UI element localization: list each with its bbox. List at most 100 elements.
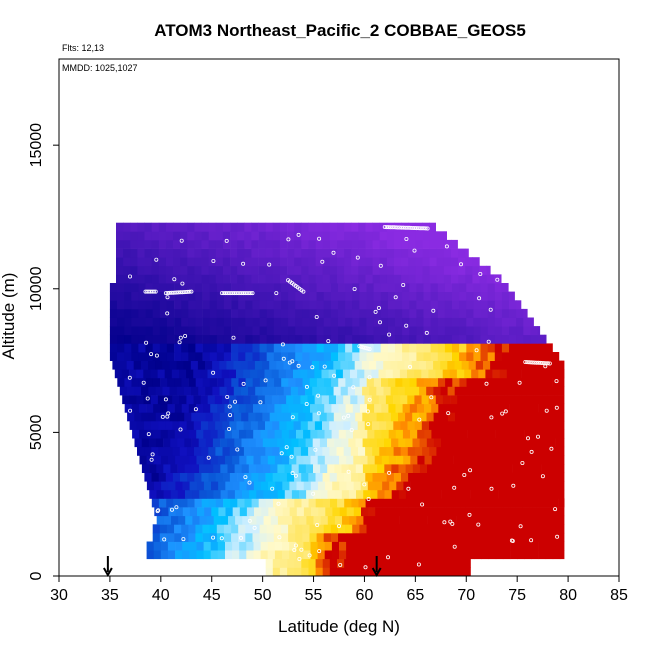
heatmap-cell [480, 283, 488, 292]
heatmap-cell [497, 412, 506, 422]
observation-point [530, 360, 535, 365]
heatmap-cell [380, 291, 389, 301]
heatmap-cell [352, 524, 360, 534]
heatmap-cell [117, 291, 125, 301]
heatmap-cell [308, 446, 316, 456]
heatmap-cell [342, 369, 351, 379]
heatmap-cell [218, 507, 226, 517]
heatmap-cell [294, 558, 302, 568]
heatmap-cell [166, 352, 175, 361]
heatmap-cell [345, 308, 353, 318]
heatmap-cell [388, 429, 397, 439]
heatmap-cell [315, 498, 324, 508]
heatmap-cell [294, 274, 302, 284]
heatmap-cell [436, 420, 444, 430]
heatmap-cell [265, 567, 274, 577]
heatmap-cell [151, 472, 159, 482]
heatmap-cell [252, 317, 260, 327]
heatmap-cell [186, 369, 194, 379]
heatmap-cell [234, 464, 243, 473]
heatmap-cell [384, 489, 392, 499]
heatmap-cell [117, 334, 125, 344]
x-tick-label: 75 [508, 587, 526, 604]
heatmap-cell [199, 464, 207, 473]
heatmap-cell [279, 265, 288, 275]
heatmap-cell [260, 541, 269, 551]
heatmap-cell [466, 334, 474, 344]
heatmap-cell [337, 498, 345, 508]
heatmap-cell [287, 558, 295, 568]
heatmap-cell [487, 352, 496, 361]
heatmap-cell [383, 412, 392, 422]
heatmap-cell [517, 481, 525, 491]
heatmap-cell [360, 541, 368, 551]
heatmap-cell [516, 403, 525, 413]
heatmap-cell [478, 395, 487, 405]
heatmap-cell [181, 291, 189, 301]
observation-point [314, 314, 319, 319]
heatmap-cell [251, 248, 259, 258]
heatmap-cell [208, 274, 217, 284]
heatmap-cell [367, 403, 375, 413]
heatmap-cell [312, 438, 321, 448]
observation-point [145, 396, 150, 401]
heatmap-cell [371, 420, 380, 430]
observation-point [276, 501, 281, 506]
heatmap-cell [163, 489, 172, 499]
heatmap-cell [326, 386, 334, 396]
heatmap-cell [157, 369, 166, 379]
heatmap-cell [414, 420, 423, 430]
heatmap-cell [203, 481, 212, 491]
heatmap-cell [452, 343, 460, 353]
observation-point [290, 470, 295, 475]
heatmap-cell [178, 515, 186, 525]
heatmap-cell [337, 231, 345, 241]
heatmap-cell [294, 498, 302, 508]
heatmap-cell [203, 455, 212, 465]
heatmap-cell [298, 438, 306, 448]
heatmap-cell [195, 283, 203, 292]
heatmap-cell [405, 412, 413, 422]
heatmap-cell [251, 265, 259, 275]
heatmap-cell [158, 257, 167, 267]
heatmap-cell [338, 352, 346, 361]
heatmap-cell [545, 455, 554, 465]
heatmap-cell [291, 464, 300, 473]
heatmap-cell [239, 429, 247, 439]
observation-point [468, 468, 473, 473]
heatmap-cell [323, 532, 332, 542]
heatmap-cell [341, 464, 349, 473]
heatmap-cell [506, 369, 515, 379]
heatmap-cell [230, 274, 238, 284]
heatmap-cell [238, 308, 246, 318]
heatmap-cell [244, 472, 252, 482]
heatmap-cell [562, 438, 565, 448]
heatmap-cell [366, 291, 374, 301]
heatmap-cell [402, 532, 410, 542]
heatmap-cell [316, 377, 325, 387]
heatmap-cell [537, 377, 546, 387]
heatmap-cell [416, 377, 425, 387]
heatmap-cell [459, 352, 467, 361]
heatmap-cell [465, 274, 473, 284]
heatmap-cell [109, 343, 118, 353]
heatmap-cell [444, 308, 453, 318]
heatmap-cell [196, 429, 204, 439]
heatmap-cell [303, 507, 312, 517]
heatmap-cell [255, 386, 263, 396]
observation-point [286, 237, 291, 242]
heatmap-cell [174, 317, 182, 327]
observation-point [246, 291, 251, 296]
heatmap-cell [279, 222, 288, 232]
heatmap-cell [443, 274, 452, 284]
heatmap-cell [379, 472, 388, 482]
heatmap-cell [245, 291, 253, 301]
heatmap-cell [448, 438, 456, 448]
heatmap-cell [454, 386, 463, 396]
heatmap-cell [417, 541, 425, 551]
heatmap-cell [174, 300, 182, 310]
heatmap-cell [427, 464, 435, 473]
heatmap-cell [557, 395, 565, 405]
heatmap-cell [312, 386, 320, 396]
heatmap-cell [334, 464, 342, 473]
